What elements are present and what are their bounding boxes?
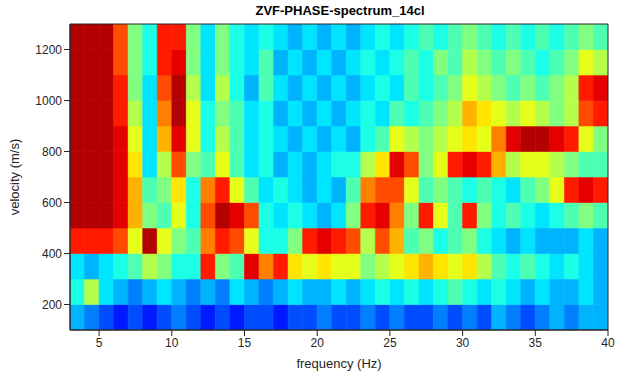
svg-text:15: 15 (238, 336, 252, 350)
svg-text:800: 800 (42, 145, 62, 159)
svg-text:20: 20 (311, 336, 325, 350)
svg-text:frequency (Hz): frequency (Hz) (296, 356, 381, 371)
svg-text:25: 25 (383, 336, 397, 350)
svg-text:1200: 1200 (35, 43, 62, 57)
svg-text:5: 5 (96, 336, 103, 350)
svg-text:35: 35 (529, 336, 543, 350)
svg-text:600: 600 (42, 196, 62, 210)
svg-text:velocity (m/s): velocity (m/s) (7, 139, 22, 216)
svg-text:10: 10 (165, 336, 179, 350)
html-text:ZVF-PHASE-spectrum_14cl: ZVF-PHASE-spectrum_14cl (255, 3, 425, 18)
svg-text:40: 40 (601, 336, 615, 350)
svg-text:1000: 1000 (35, 94, 62, 108)
svg-text:200: 200 (42, 298, 62, 312)
svg-text:400: 400 (42, 247, 62, 261)
svg-text:30: 30 (456, 336, 470, 350)
